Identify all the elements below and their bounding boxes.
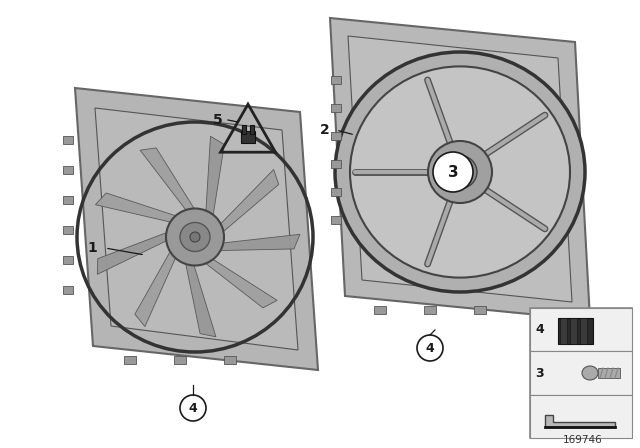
Text: 2: 2	[320, 123, 330, 137]
Bar	[331, 160, 341, 168]
Bar	[580, 318, 587, 344]
Bar	[570, 318, 577, 344]
Text: 3: 3	[448, 164, 458, 180]
Bar	[331, 188, 341, 196]
Text: 3: 3	[535, 366, 543, 379]
Bar	[560, 318, 567, 344]
Text: 4: 4	[535, 323, 544, 336]
Bar	[63, 226, 73, 234]
Ellipse shape	[582, 366, 598, 380]
Bar	[558, 318, 593, 344]
Ellipse shape	[166, 208, 224, 266]
Bar	[250, 125, 254, 134]
Bar	[63, 166, 73, 174]
Bar	[331, 104, 341, 112]
Bar	[374, 306, 386, 314]
Ellipse shape	[180, 223, 210, 251]
Polygon shape	[135, 250, 176, 327]
Bar	[242, 125, 246, 134]
Bar	[224, 356, 236, 364]
Bar	[331, 76, 341, 84]
Bar	[241, 131, 255, 143]
Ellipse shape	[443, 155, 477, 189]
Polygon shape	[220, 169, 279, 232]
Bar	[331, 132, 341, 140]
Text: 1: 1	[87, 241, 97, 255]
Bar	[63, 136, 73, 144]
Ellipse shape	[190, 232, 200, 242]
Polygon shape	[205, 258, 277, 308]
Bar	[63, 286, 73, 294]
Bar	[63, 256, 73, 264]
Bar	[530, 308, 632, 438]
Bar	[331, 216, 341, 224]
Circle shape	[433, 152, 473, 192]
Polygon shape	[97, 232, 168, 274]
Bar	[530, 395, 632, 438]
Bar	[424, 306, 436, 314]
Bar	[124, 356, 136, 364]
Polygon shape	[206, 136, 224, 216]
Bar	[63, 196, 73, 204]
Bar	[474, 306, 486, 314]
Text: 4: 4	[426, 341, 435, 354]
Circle shape	[417, 335, 443, 361]
Bar	[598, 368, 620, 378]
Polygon shape	[348, 36, 572, 302]
Polygon shape	[186, 263, 216, 337]
Polygon shape	[75, 88, 318, 370]
Polygon shape	[330, 18, 590, 320]
Ellipse shape	[335, 52, 585, 292]
Bar	[530, 351, 632, 395]
Polygon shape	[220, 234, 300, 250]
Text: 4: 4	[189, 401, 197, 414]
Text: 169746: 169746	[563, 435, 603, 445]
Polygon shape	[95, 108, 298, 350]
Polygon shape	[95, 193, 177, 222]
Bar	[530, 308, 632, 351]
Bar	[174, 356, 186, 364]
Ellipse shape	[428, 141, 492, 203]
Polygon shape	[545, 415, 615, 427]
Text: 5: 5	[213, 113, 223, 127]
Polygon shape	[140, 148, 195, 211]
Circle shape	[180, 395, 206, 421]
Ellipse shape	[350, 66, 570, 278]
